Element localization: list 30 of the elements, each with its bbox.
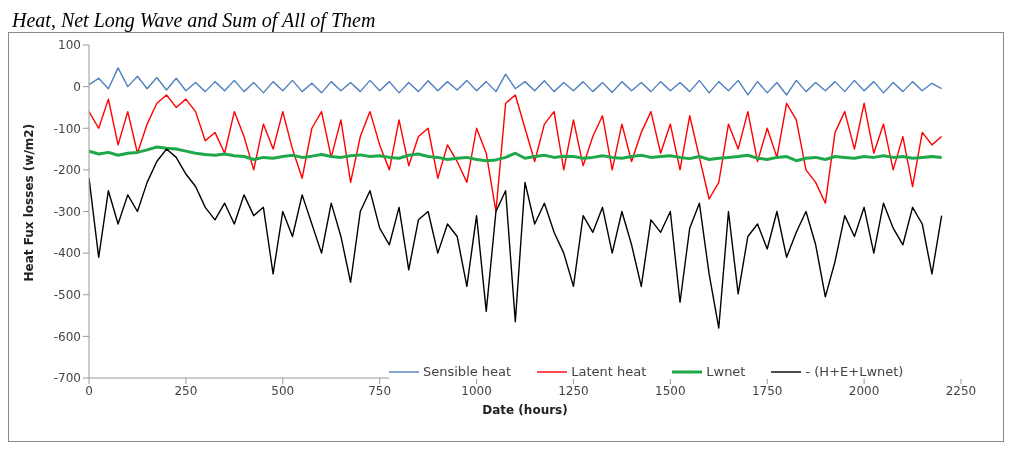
y-tick-label: -300 — [53, 204, 81, 219]
x-tick-label: 2000 — [848, 383, 880, 398]
x-tick-label: 0 — [85, 383, 93, 398]
y-tick-label: -700 — [53, 371, 81, 386]
legend-label: - (H+E+Lwnet) — [805, 364, 904, 379]
x-tick-label: 1000 — [461, 383, 492, 398]
x-tick-label: 2250 — [945, 383, 977, 398]
legend-label: Sensible heat — [423, 364, 512, 379]
x-tick-label: 250 — [174, 383, 198, 398]
x-tick-label: 1750 — [751, 383, 783, 398]
line-series — [89, 67, 943, 96]
chart-title: Heat, Net Long Wave and Sum of All of Them — [11, 8, 377, 32]
y-tick-label: -400 — [53, 246, 81, 261]
line-series — [89, 145, 944, 163]
y-tick-label: 0 — [73, 79, 81, 94]
legend-label: Lwnet — [706, 364, 746, 379]
legend-label: Latent heat — [571, 364, 647, 379]
line-series — [89, 148, 943, 329]
x-tick-label: 750 — [368, 383, 392, 398]
x-tick-label: 1500 — [655, 383, 686, 398]
x-tick-label: 1250 — [558, 383, 589, 398]
y-tick-label: 100 — [58, 38, 81, 53]
y-tick-label: -100 — [53, 121, 81, 136]
y-tick-label: -500 — [53, 288, 81, 303]
x-axis-title: Date (hours) — [482, 403, 568, 417]
y-axis-title: Heat Fux losses (w/m2) — [22, 123, 37, 282]
line-series — [89, 94, 943, 213]
x-tick-label: 500 — [271, 383, 295, 398]
y-tick-label: -600 — [53, 329, 81, 344]
y-tick-label: -200 — [53, 163, 81, 178]
